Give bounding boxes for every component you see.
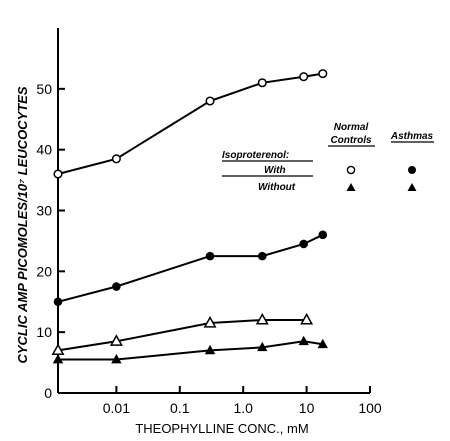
y-ticks: 0 10 20 30 40 50 bbox=[36, 81, 65, 401]
series-asthma-without bbox=[52, 335, 328, 364]
data-point bbox=[53, 169, 63, 179]
legend-row-header: Isoproterenol: bbox=[222, 150, 289, 161]
y-tick-label: 50 bbox=[36, 81, 52, 97]
data-point bbox=[300, 312, 314, 325]
legend-row-without: Without bbox=[258, 182, 296, 193]
data-point bbox=[111, 154, 121, 164]
data-point bbox=[298, 335, 309, 346]
series-normal-without bbox=[51, 312, 314, 355]
legend: Normal Controls Asthmas Isoproterenol: W… bbox=[222, 122, 434, 193]
data-point bbox=[299, 239, 308, 249]
y-tick-label: 10 bbox=[36, 324, 52, 340]
x-tick-label: 100 bbox=[358, 400, 382, 416]
legend-col-asthma: Asthmas bbox=[390, 131, 434, 142]
series-group bbox=[51, 69, 328, 364]
legend-row-with: With bbox=[264, 165, 286, 176]
data-point bbox=[205, 251, 215, 261]
data-point bbox=[318, 230, 328, 240]
x-axis-title: THEOPHYLLINE CONC., mM bbox=[135, 421, 308, 436]
series-asthma-with bbox=[53, 230, 328, 307]
data-point bbox=[299, 72, 309, 82]
x-tick-label: 0.01 bbox=[103, 400, 130, 416]
x-tick-label: 10 bbox=[299, 400, 315, 416]
data-point bbox=[52, 354, 64, 364]
y-tick-label: 40 bbox=[36, 142, 52, 158]
data-point bbox=[318, 69, 328, 79]
x-tick-label: 1.0 bbox=[233, 400, 253, 416]
data-point bbox=[53, 297, 63, 307]
y-tick-label: 30 bbox=[36, 203, 52, 219]
data-point bbox=[257, 251, 267, 261]
data-point bbox=[257, 78, 267, 88]
legend-col-normal-line2: Controls bbox=[330, 135, 372, 146]
series-normal-with bbox=[53, 69, 328, 179]
data-point bbox=[112, 282, 121, 291]
x-tick-label: 0.1 bbox=[170, 400, 190, 416]
legend-asthma-without-marker bbox=[407, 183, 417, 191]
legend-asthma-with-marker bbox=[408, 166, 416, 174]
data-point bbox=[109, 334, 123, 346]
legend-col-normal-line1: Normal bbox=[334, 122, 369, 133]
legend-normal-without-marker bbox=[346, 183, 356, 191]
data-point bbox=[205, 96, 215, 106]
y-tick-label: 0 bbox=[44, 385, 52, 401]
data-point bbox=[257, 341, 268, 352]
data-point bbox=[317, 338, 328, 349]
series-line bbox=[57, 233, 324, 303]
data-point bbox=[203, 316, 217, 328]
data-point bbox=[111, 354, 122, 364]
legend-normal-with-marker bbox=[346, 165, 356, 175]
data-point bbox=[204, 344, 216, 355]
x-ticks: 0.01 0.1 1.0 10 100 bbox=[103, 386, 382, 416]
y-axis-title: CYCLIC AMP PICOMOLES/10⁷ LEUCOCYTES bbox=[15, 86, 30, 363]
axes bbox=[57, 28, 370, 394]
y-tick-label: 20 bbox=[36, 263, 52, 279]
data-point bbox=[255, 312, 269, 325]
